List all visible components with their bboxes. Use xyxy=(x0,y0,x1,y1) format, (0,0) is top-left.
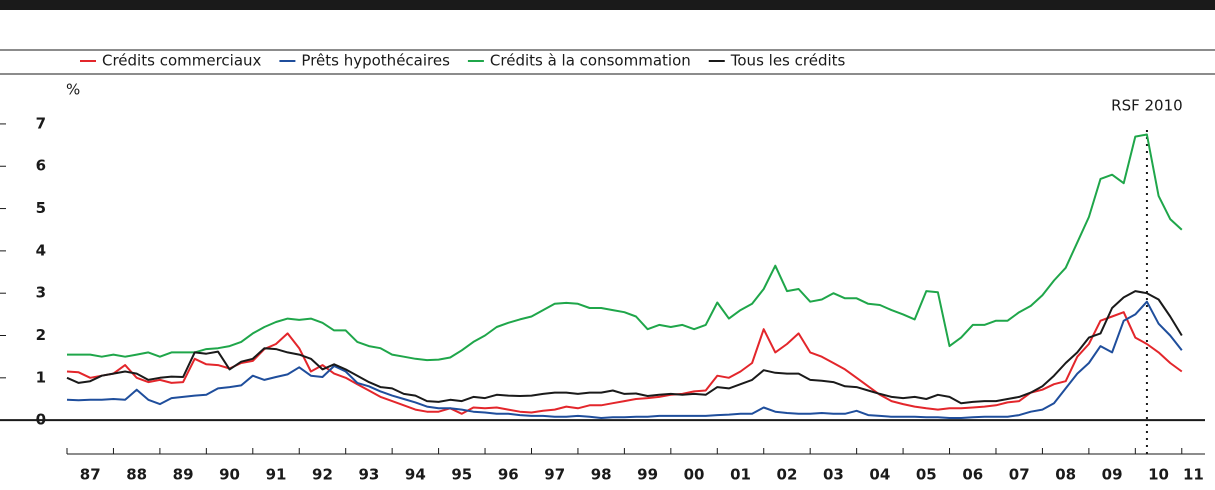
legend-label: Prêts hypothécaires xyxy=(301,52,450,70)
x-tick-label: 94 xyxy=(405,466,426,484)
x-tick-label: 01 xyxy=(730,466,751,484)
x-tick-label: 88 xyxy=(126,466,147,484)
x-tick-label: 02 xyxy=(777,466,798,484)
x-tick-label: 08 xyxy=(1055,466,1076,484)
x-tick-label: 07 xyxy=(1009,466,1030,484)
x-tick-label: 09 xyxy=(1102,466,1123,484)
series-line xyxy=(66,300,1183,419)
legend-label: Tous les crédits xyxy=(730,52,846,70)
x-tick-label: 95 xyxy=(451,466,472,484)
x-tick-label: 90 xyxy=(219,466,240,484)
x-tick-label: 00 xyxy=(684,466,705,484)
x-tick-label: 89 xyxy=(173,466,194,484)
y-axis-label: % xyxy=(66,81,80,99)
y-tick-label: 7 xyxy=(36,114,46,132)
y-tick-label: 2 xyxy=(36,326,46,344)
annotation: RSF 2010 xyxy=(1111,97,1183,115)
x-tick-label: 10 xyxy=(1148,466,1169,484)
x-tick-label: 11 xyxy=(1183,466,1204,484)
x-tick-label: 03 xyxy=(823,466,844,484)
x-tick-label: 97 xyxy=(544,466,565,484)
y-tick-label: 5 xyxy=(36,199,46,217)
x-tick-label: 99 xyxy=(637,466,658,484)
x-tick-label: 96 xyxy=(498,466,519,484)
x-tick-label: 91 xyxy=(266,466,287,484)
x-tick-label: 04 xyxy=(869,466,890,484)
series-line xyxy=(67,133,1183,362)
legend-label: Crédits à la consommation xyxy=(490,52,691,70)
x-tick-label: 05 xyxy=(916,466,937,484)
series-line xyxy=(66,311,1183,415)
x-tick-label: 98 xyxy=(591,466,612,484)
x-tick-label: 87 xyxy=(80,466,101,484)
legend-label: Crédits commerciaux xyxy=(102,52,262,70)
x-tick-label: 92 xyxy=(312,466,333,484)
y-tick-label: 1 xyxy=(36,368,46,386)
y-tick-label: 3 xyxy=(36,284,46,302)
header-bar xyxy=(0,0,1215,10)
y-tick-label: 4 xyxy=(36,241,46,259)
y-tick-label: 6 xyxy=(36,157,46,175)
x-tick-label: 06 xyxy=(962,466,983,484)
x-tick-label: 93 xyxy=(358,466,379,484)
series-line xyxy=(66,290,1183,405)
